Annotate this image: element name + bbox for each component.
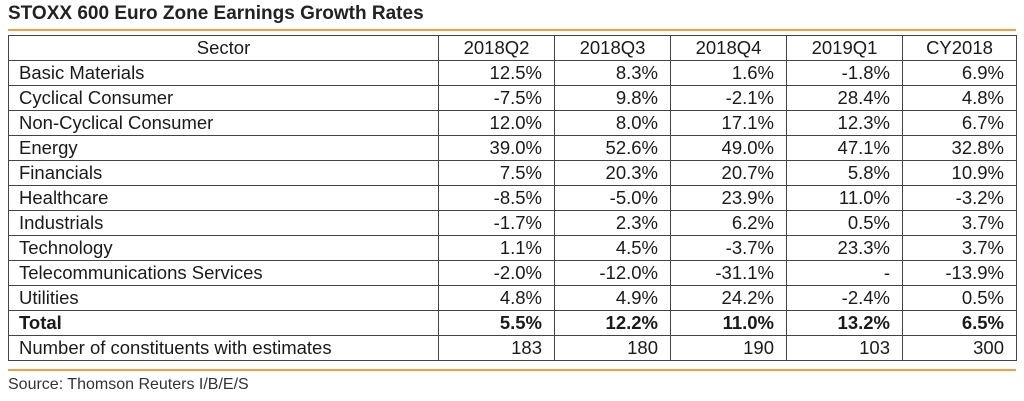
table-cell: 12.0% [438, 110, 555, 136]
table-cell: - [786, 260, 903, 286]
table-row: Financials 7.5% 20.3% 20.7% 5.8% 10.9% [8, 160, 1017, 186]
table-cell: -12.0% [554, 260, 671, 286]
table-cell: 0.5% [902, 285, 1017, 311]
table-cell: 7.5% [438, 160, 555, 186]
table-cell: 180 [554, 335, 671, 361]
table-cell: 12.3% [786, 110, 903, 136]
row-label: Telecommunications Services [8, 260, 439, 286]
table-cell: 20.7% [670, 160, 787, 186]
column-header-cy2018: CY2018 [902, 35, 1017, 61]
table-cell: -3.2% [902, 185, 1017, 211]
table-cell: 24.2% [670, 285, 787, 311]
table-row: Industrials -1.7% 2.3% 6.2% 0.5% 3.7% [8, 210, 1017, 236]
column-header-sector: Sector [8, 35, 439, 61]
table-cell: 190 [670, 335, 787, 361]
table-cell: 0.5% [786, 210, 903, 236]
table-title: STOXX 600 Euro Zone Earnings Growth Rate… [8, 3, 424, 24]
table-cell: 52.6% [554, 135, 671, 161]
table-cell: 4.5% [554, 235, 671, 261]
table-cell: 23.9% [670, 185, 787, 211]
row-label: Non-Cyclical Consumer [8, 110, 439, 136]
table-cell: 49.0% [670, 135, 787, 161]
table-cell: -1.8% [786, 60, 903, 86]
table-cell: 3.7% [902, 235, 1017, 261]
row-label: Basic Materials [8, 60, 439, 86]
row-label: Energy [8, 135, 439, 161]
table-row: Technology 1.1% 4.5% -3.7% 23.3% 3.7% [8, 235, 1017, 261]
table-cell: 6.5% [902, 310, 1017, 336]
table-cell: -2.4% [786, 285, 903, 311]
column-header-2019q1: 2019Q1 [786, 35, 903, 61]
table-cell: 4.8% [438, 285, 555, 311]
row-label: Financials [8, 160, 439, 186]
table-cell: 5.8% [786, 160, 903, 186]
table-cell: -2.1% [670, 85, 787, 111]
source-note: Source: Thomson Reuters I/B/E/S [8, 376, 249, 393]
table-cell: 6.2% [670, 210, 787, 236]
earnings-table: Sector 2018Q2 2018Q3 2018Q4 2019Q1 CY201… [8, 35, 1017, 361]
table-cell: 183 [438, 335, 555, 361]
table-cell: 11.0% [786, 185, 903, 211]
table-cell: -8.5% [438, 185, 555, 211]
table-cell: 3.7% [902, 210, 1017, 236]
constituents-row: Number of constituents with estimates 18… [8, 335, 1017, 361]
table-cell: 4.9% [554, 285, 671, 311]
table-cell: -3.7% [670, 235, 787, 261]
table-cell: 39.0% [438, 135, 555, 161]
table-cell: 1.6% [670, 60, 787, 86]
table-cell: 11.0% [670, 310, 787, 336]
table-cell: 23.3% [786, 235, 903, 261]
table-cell: 12.5% [438, 60, 555, 86]
column-header-2018q2: 2018Q2 [438, 35, 555, 61]
table-cell: 8.0% [554, 110, 671, 136]
title-rule [8, 29, 1016, 31]
table-cell: 20.3% [554, 160, 671, 186]
table-cell: -13.9% [902, 260, 1017, 286]
column-header-2018q3: 2018Q3 [554, 35, 671, 61]
table-cell: -2.0% [438, 260, 555, 286]
table-cell: 32.8% [902, 135, 1017, 161]
table-cell: 300 [902, 335, 1017, 361]
column-header-2018q4: 2018Q4 [670, 35, 787, 61]
table-row: Cyclical Consumer -7.5% 9.8% -2.1% 28.4%… [8, 85, 1017, 111]
table-cell: -31.1% [670, 260, 787, 286]
table-cell: 4.8% [902, 85, 1017, 111]
table-row: Non-Cyclical Consumer 12.0% 8.0% 17.1% 1… [8, 110, 1017, 136]
table-row: Energy 39.0% 52.6% 49.0% 47.1% 32.8% [8, 135, 1017, 161]
table-cell: -7.5% [438, 85, 555, 111]
table-cell: 8.3% [554, 60, 671, 86]
table-cell: 2.3% [554, 210, 671, 236]
table-cell: 9.8% [554, 85, 671, 111]
table-cell: 10.9% [902, 160, 1017, 186]
table-cell: 5.5% [438, 310, 555, 336]
row-label: Technology [8, 235, 439, 261]
table-cell: -1.7% [438, 210, 555, 236]
table-cell: -5.0% [554, 185, 671, 211]
table-cell: 28.4% [786, 85, 903, 111]
table-cell: 103 [786, 335, 903, 361]
table-cell: 6.7% [902, 110, 1017, 136]
total-row: Total 5.5% 12.2% 11.0% 13.2% 6.5% [8, 310, 1017, 336]
table-row: Utilities 4.8% 4.9% 24.2% -2.4% 0.5% [8, 285, 1017, 311]
table-cell: 13.2% [786, 310, 903, 336]
row-label: Number of constituents with estimates [8, 335, 439, 361]
table-cell: 12.2% [554, 310, 671, 336]
table-cell: 1.1% [438, 235, 555, 261]
table-cell: 6.9% [902, 60, 1017, 86]
table-row: Telecommunications Services -2.0% -12.0%… [8, 260, 1017, 286]
table-cell: 47.1% [786, 135, 903, 161]
table-row: Healthcare -8.5% -5.0% 23.9% 11.0% -3.2% [8, 185, 1017, 211]
source-rule [8, 369, 1016, 371]
row-label: Total [8, 310, 439, 336]
header-row: Sector 2018Q2 2018Q3 2018Q4 2019Q1 CY201… [8, 35, 1017, 61]
table-cell: 17.1% [670, 110, 787, 136]
row-label: Healthcare [8, 185, 439, 211]
row-label: Industrials [8, 210, 439, 236]
table-row: Basic Materials 12.5% 8.3% 1.6% -1.8% 6.… [8, 60, 1017, 86]
row-label: Cyclical Consumer [8, 85, 439, 111]
row-label: Utilities [8, 285, 439, 311]
